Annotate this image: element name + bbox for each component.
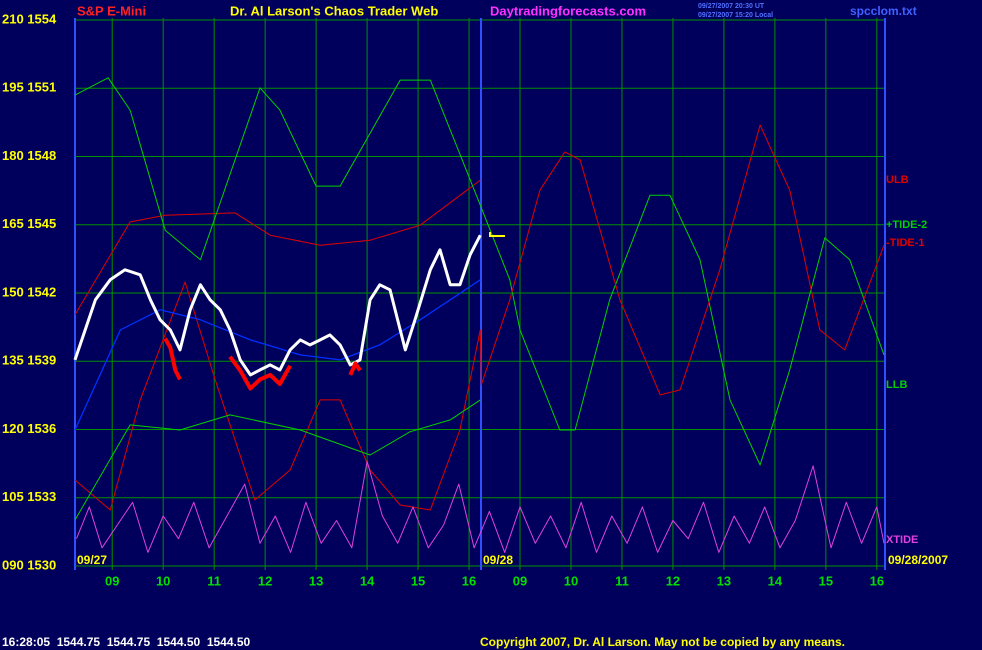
y-tick-label: 105 1533: [2, 489, 56, 504]
quote-line: 16:28:05 1544.75 1544.75 1544.50 1544.50: [2, 635, 251, 649]
forecast-marker: [489, 232, 505, 237]
date-label: 09/28: [483, 553, 513, 567]
date-label: 09/28/2007: [888, 553, 948, 567]
legend-label: ULB: [886, 174, 909, 186]
x-tick-label: 10: [564, 573, 578, 588]
y-tick-label: 165 1545: [2, 216, 56, 231]
y-tick-label: 120 1536: [2, 421, 56, 436]
legend-label: -TIDE-1: [886, 237, 925, 249]
series-line: [73, 234, 482, 377]
series-lines: [73, 77, 885, 553]
y-tick-label: 180 1548: [2, 148, 56, 163]
y-tick-label: 090 1530: [2, 557, 56, 572]
x-tick-label: 12: [258, 573, 272, 588]
x-tick-label: 12: [666, 573, 680, 588]
series-line: [163, 337, 362, 391]
x-tick-label: 13: [717, 573, 731, 588]
series-line: [76, 460, 885, 553]
x-tick-label: 16: [462, 573, 476, 588]
series-line: [74, 179, 481, 316]
y-tick-label: 195 1551: [2, 80, 56, 95]
series-line: [74, 399, 481, 521]
filename: spcclom.txt: [850, 4, 917, 18]
website: Daytradingforecasts.com: [490, 3, 646, 18]
y-tick-label: 210 1554: [2, 11, 57, 26]
x-tick-label: 14: [360, 573, 375, 588]
timestamp-ut: 09/27/2007 20:30 UT: [698, 3, 765, 10]
x-tick-label: 09: [513, 573, 527, 588]
series-line: [74, 124, 885, 511]
y-tick-label: 135 1539: [2, 353, 56, 368]
copyright: Copyright 2007, Dr. Al Larson. May not b…: [480, 635, 845, 649]
chart-title: Dr. Al Larson's Chaos Trader Web: [230, 3, 438, 18]
x-tick-label: 11: [207, 573, 221, 588]
grid: [75, 18, 885, 570]
legend-label: +TIDE-2: [886, 219, 927, 231]
x-tick-label: 09: [105, 573, 119, 588]
x-tick-label: 13: [309, 573, 323, 588]
legend-label: XTIDE: [886, 534, 918, 546]
y-tick-label: 150 1542: [2, 284, 56, 299]
x-tick-label: 16: [870, 573, 884, 588]
timestamp-local: 09/27/2007 15:20 Local: [698, 12, 773, 19]
x-tick-label: 15: [819, 573, 833, 588]
legend-label: LLB: [886, 379, 907, 391]
x-tick-label: 15: [411, 573, 425, 588]
x-tick-label: 10: [156, 573, 170, 588]
x-tick-label: 14: [768, 573, 783, 588]
date-label: 09/27: [77, 553, 107, 567]
symbol: S&P E-Mini: [77, 3, 146, 18]
x-tick-label: 11: [615, 573, 629, 588]
series-line: [74, 77, 885, 466]
